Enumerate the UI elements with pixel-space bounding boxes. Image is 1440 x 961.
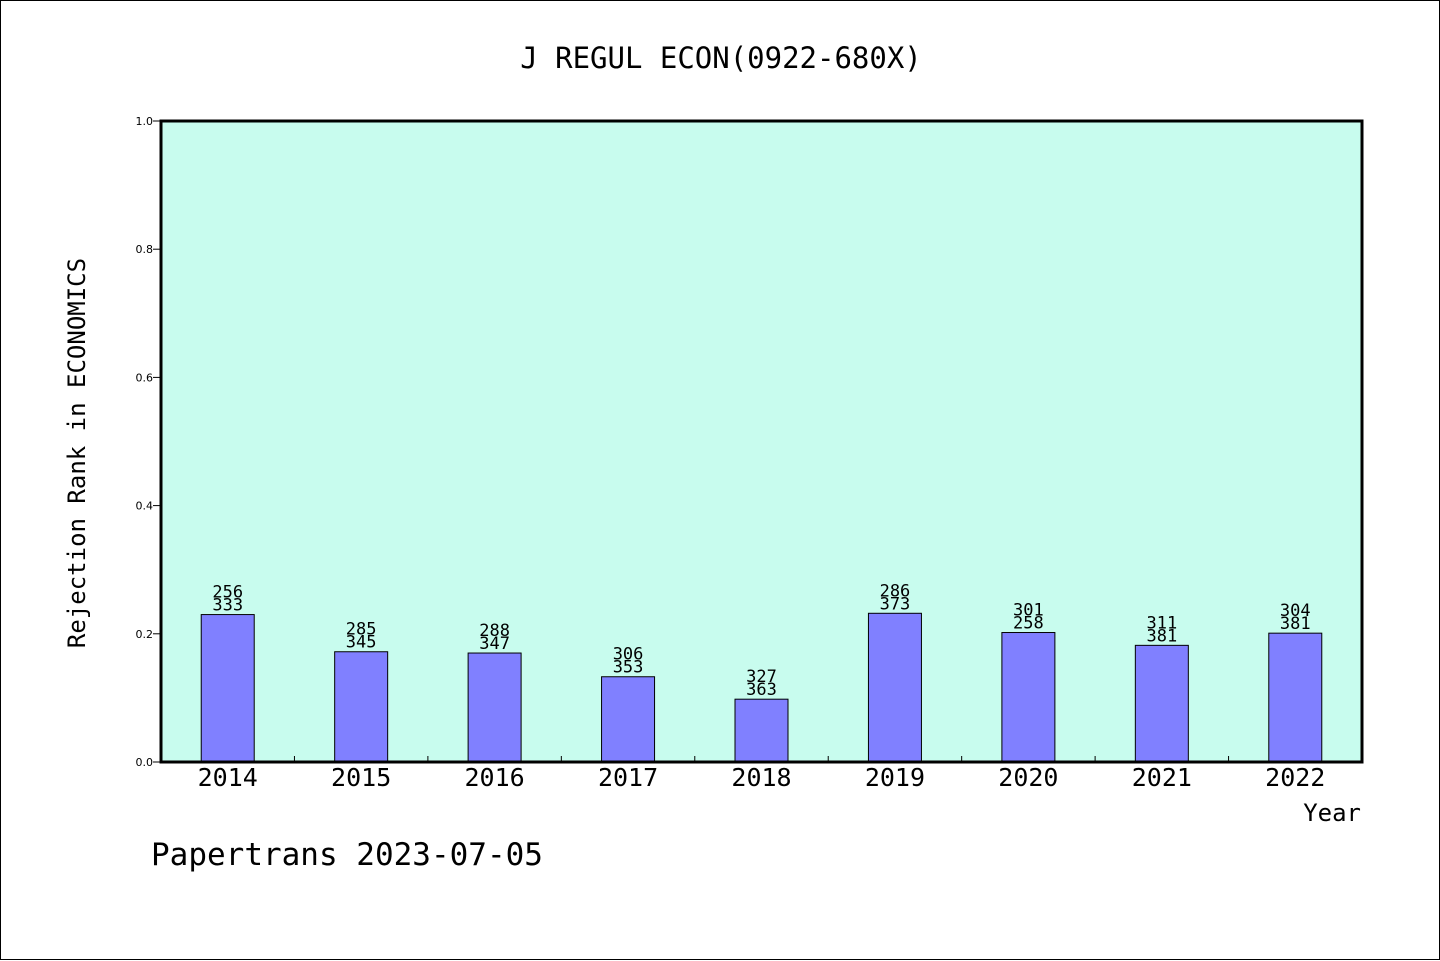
bar-2014 (200, 614, 255, 763)
bar-label-bottom: 373 (880, 594, 911, 614)
bar-2019 (867, 612, 922, 763)
bar-label-bottom: 347 (479, 634, 510, 654)
x-tick-label: 2018 (731, 763, 791, 792)
x-tick-label: 2014 (198, 763, 258, 792)
x-tick-label: 2016 (465, 763, 525, 792)
bar-label-top: 327 (746, 667, 777, 687)
x-tick-label: 2019 (865, 763, 925, 792)
plot-border (159, 119, 1364, 764)
y-tick-label: 0.0 (136, 756, 154, 769)
bar-label-top: 285 (346, 620, 377, 640)
bar-label-top: 301 (1013, 601, 1044, 621)
y-tick-label: 0.6 (136, 371, 154, 384)
bar-label-top: 286 (880, 581, 911, 601)
bar-label-top: 304 (1280, 601, 1311, 621)
y-axis-label: Rejection Rank in ECONOMICS (63, 258, 91, 648)
bar-label-top: 288 (479, 621, 510, 641)
y-tick-label: 0.8 (136, 243, 154, 256)
y-tick-label: 1.0 (136, 115, 154, 128)
bar-2015 (334, 651, 389, 763)
bar-2021 (1134, 644, 1189, 763)
bar-label-bottom: 381 (1146, 626, 1177, 646)
bar-2018 (734, 698, 789, 763)
x-axis: 2014 2015 2016 2017 2018 2019 2020 2021 2022 (198, 756, 1325, 792)
chart-title: J REGUL ECON(0922-680X) (520, 41, 922, 75)
bar-2020 (1001, 632, 1056, 763)
x-tick-label: 2015 (331, 763, 391, 792)
bar-label-bottom: 363 (746, 680, 777, 700)
bar-label-top: 311 (1146, 613, 1177, 633)
bar-label-bottom: 333 (212, 596, 243, 616)
bar-label-bottom: 353 (613, 658, 644, 678)
bar-label-bottom: 381 (1280, 614, 1311, 634)
y-tick-label: 0.4 (136, 500, 154, 513)
bar-2017 (601, 676, 656, 763)
x-tick-label: 2020 (998, 763, 1058, 792)
bar-label-top: 306 (613, 645, 644, 665)
x-tick-label: 2017 (598, 763, 658, 792)
y-axis: 0.0 0.2 0.4 0.6 0.8 1.0 (136, 115, 161, 769)
bar-label-top: 256 (212, 583, 243, 603)
x-tick-label: 2022 (1265, 763, 1325, 792)
bar-series (200, 612, 1323, 763)
y-tick-label: 0.2 (136, 628, 154, 641)
footer-text: Papertrans 2023-07-05 (151, 837, 543, 873)
bar-label-bottom: 258 (1013, 614, 1044, 634)
x-axis-label: Year (1303, 799, 1361, 827)
bar-label-bottom: 345 (346, 633, 377, 653)
x-tick-label: 2021 (1132, 763, 1192, 792)
bar-2016 (467, 652, 522, 763)
bar-2022 (1268, 632, 1323, 763)
